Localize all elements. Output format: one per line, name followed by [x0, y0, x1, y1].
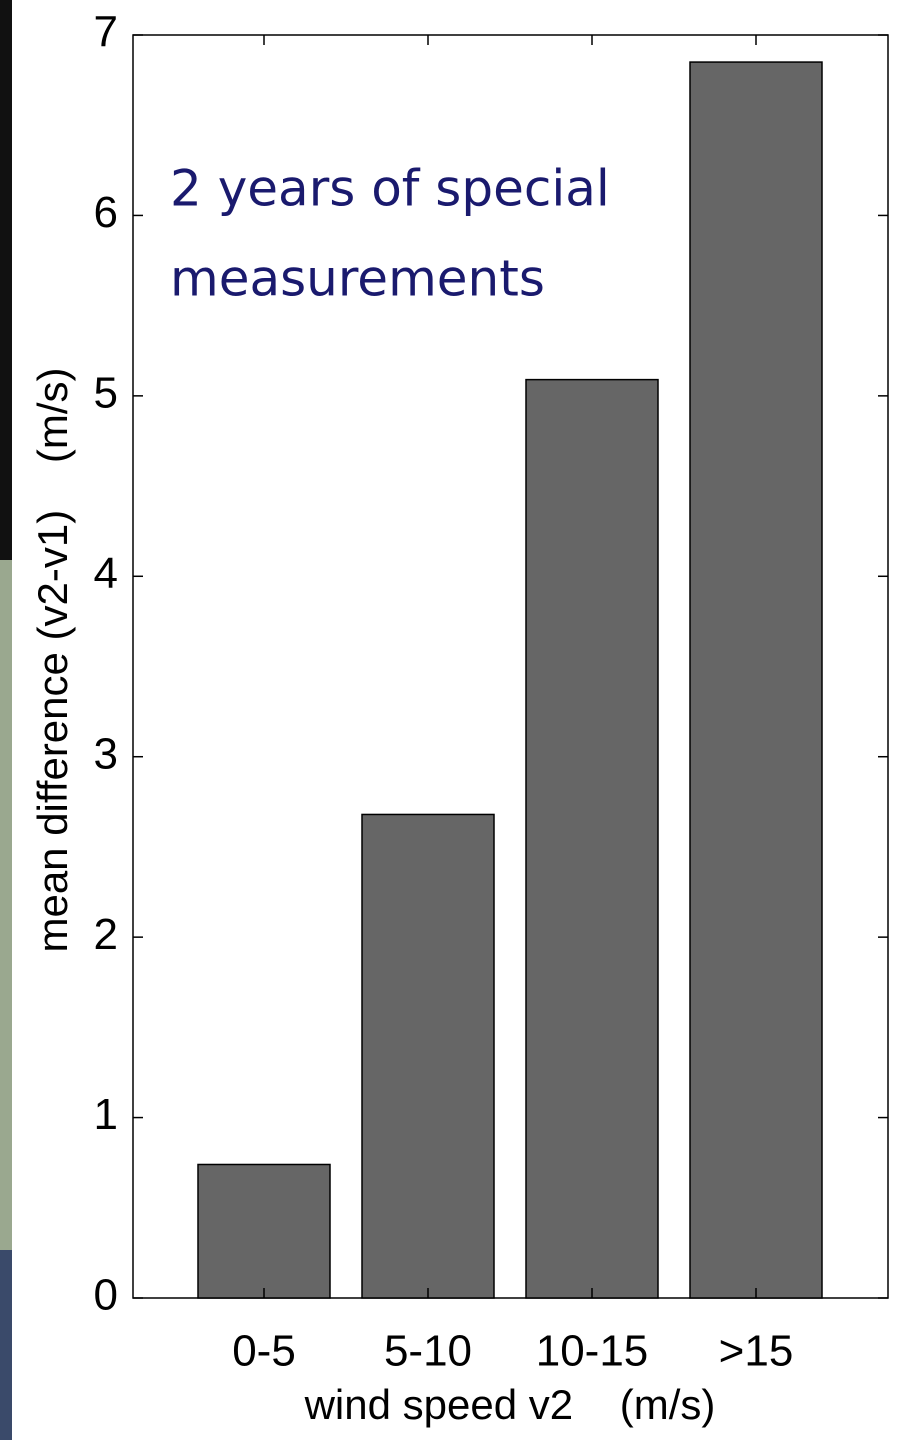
background-fragment	[0, 560, 12, 1250]
y-tick-label: 4	[94, 549, 118, 598]
y-tick-label: 2	[94, 910, 118, 959]
y-tick-label: 0	[94, 1271, 118, 1320]
x-tick-label: 0-5	[232, 1327, 296, 1376]
bar	[689, 61, 823, 1299]
y-tick-label: 1	[94, 1090, 118, 1139]
y-axis-title: mean difference (v2-v1) (m/s)	[29, 367, 76, 952]
annotation: 2 years of special	[170, 160, 610, 218]
y-tick-label: 5	[94, 368, 118, 417]
x-axis-title: wind speed v2 (m/s)	[304, 1381, 716, 1428]
y-tick-label: 3	[94, 729, 118, 778]
y-tick-label: 6	[94, 188, 118, 237]
background-fragment	[0, 1250, 12, 1440]
bar	[197, 1163, 331, 1299]
bar	[525, 378, 659, 1299]
x-tick-label: 5-10	[384, 1327, 472, 1376]
background-fragment	[0, 0, 12, 560]
x-tick-label: >15	[719, 1327, 794, 1376]
annotation: measurements	[170, 250, 545, 308]
x-tick-label: 10-15	[536, 1327, 649, 1376]
bar	[361, 813, 495, 1299]
y-tick-label: 7	[94, 8, 118, 57]
